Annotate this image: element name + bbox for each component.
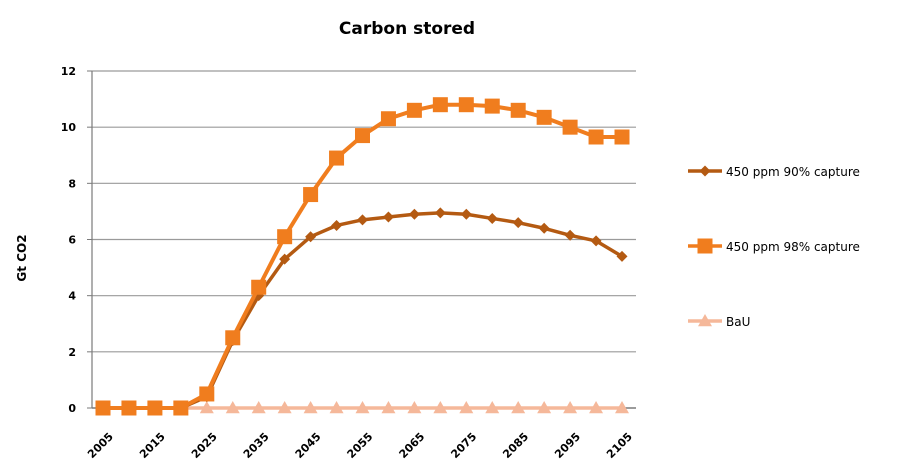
data-point xyxy=(251,279,267,295)
data-point xyxy=(199,401,214,414)
x-tick-label: 2085 xyxy=(500,430,531,461)
series-layer xyxy=(95,97,630,416)
data-point xyxy=(305,231,317,243)
series-0 xyxy=(97,207,628,414)
data-point xyxy=(537,401,552,414)
data-point xyxy=(538,222,550,234)
y-axis-label: Gt CO2 xyxy=(15,234,29,281)
series-line-0 xyxy=(103,211,623,410)
data-point xyxy=(484,98,500,114)
legend-swatch-marker xyxy=(698,314,712,327)
data-point xyxy=(407,401,422,414)
data-point xyxy=(588,129,604,145)
x-tick-label: 2065 xyxy=(397,430,428,461)
data-point xyxy=(615,401,629,414)
data-point xyxy=(460,208,472,220)
x-tick-label: 2105 xyxy=(604,430,635,461)
y-tick-label: 8 xyxy=(68,177,76,190)
legend-label: BaU xyxy=(726,315,750,329)
data-point xyxy=(562,119,578,135)
data-point xyxy=(225,330,241,346)
data-point xyxy=(434,207,446,219)
data-point xyxy=(380,111,396,127)
data-point xyxy=(355,128,370,144)
x-tick-label: 2005 xyxy=(85,430,116,461)
x-tick-label: 2055 xyxy=(345,430,376,461)
data-point xyxy=(279,253,291,265)
data-point xyxy=(331,219,343,231)
data-point xyxy=(510,102,526,118)
data-point xyxy=(408,208,420,220)
data-point xyxy=(486,212,498,224)
data-point xyxy=(458,97,474,113)
legend-label: 450 ppm 90% capture xyxy=(726,165,860,179)
legend-item-0: 450 ppm 90% capture xyxy=(688,165,860,179)
y-tick-label: 0 xyxy=(68,402,76,415)
y-tick-label: 2 xyxy=(68,346,76,359)
data-point xyxy=(303,401,318,414)
data-point xyxy=(563,401,578,414)
data-point xyxy=(512,217,524,229)
data-point xyxy=(329,150,345,166)
data-point xyxy=(147,400,163,416)
legend-swatch-marker xyxy=(699,165,711,177)
data-point xyxy=(121,400,137,416)
data-point xyxy=(225,401,240,414)
data-point xyxy=(511,401,526,414)
data-point xyxy=(589,401,604,414)
x-tick-label: 2045 xyxy=(293,430,324,461)
data-point xyxy=(406,102,422,118)
data-point xyxy=(432,97,448,113)
data-point xyxy=(251,401,266,414)
data-point xyxy=(173,400,189,416)
data-point xyxy=(536,109,552,125)
data-point xyxy=(95,400,111,416)
data-point xyxy=(329,401,344,414)
data-point xyxy=(355,401,370,414)
chart-title: Carbon stored xyxy=(339,19,475,39)
legend-label: 450 ppm 98% capture xyxy=(726,240,860,254)
legend: 450 ppm 90% capture 450 ppm 98% capture Ba… xyxy=(688,165,860,329)
y-tick-label: 10 xyxy=(61,121,77,134)
y-tick-label: 12 xyxy=(61,65,76,78)
legend-swatch-marker xyxy=(697,238,713,254)
data-point xyxy=(381,401,396,414)
data-point xyxy=(277,401,292,414)
data-point xyxy=(614,129,630,145)
y-tick-label: 4 xyxy=(68,290,76,303)
data-point xyxy=(357,214,368,226)
data-point xyxy=(303,187,319,203)
data-point xyxy=(616,250,628,262)
data-point xyxy=(564,229,576,241)
legend-item-1: 450 ppm 98% capture xyxy=(688,238,860,254)
legend-item-2: BaU xyxy=(688,314,750,329)
x-tick-label: 2095 xyxy=(552,430,583,461)
x-tick-label: 2075 xyxy=(448,430,479,461)
x-tick-label: 2025 xyxy=(189,430,220,461)
series-line-1 xyxy=(103,102,622,410)
data-point xyxy=(459,401,474,414)
series-1 xyxy=(95,97,630,416)
data-point xyxy=(277,229,293,245)
data-point xyxy=(590,235,602,247)
x-tick-label: 2035 xyxy=(241,430,272,461)
y-tick-label: 6 xyxy=(68,234,76,247)
x-tick-label: 2015 xyxy=(137,430,168,461)
data-point xyxy=(199,386,215,402)
data-point xyxy=(485,401,500,414)
data-point xyxy=(382,211,394,223)
data-point xyxy=(433,401,448,414)
